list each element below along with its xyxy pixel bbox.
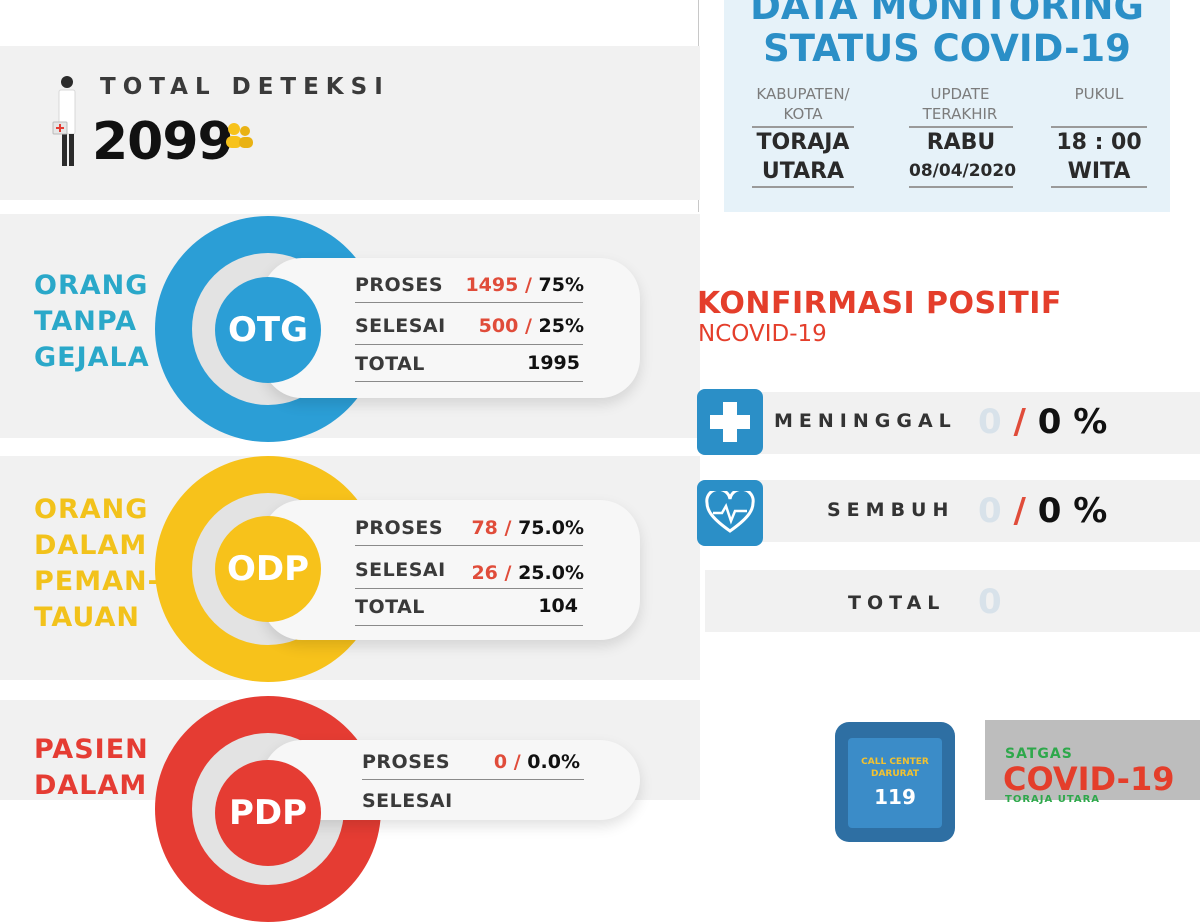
otg-selesai-label: SELESAI: [355, 315, 446, 337]
total-deteksi-label: TOTAL DETEKSI: [100, 74, 390, 100]
total-deteksi-value: 2099: [92, 112, 234, 172]
satgas-panel: [985, 720, 1200, 800]
odp-card: [262, 500, 640, 640]
header-title-line1: DATA MONITORING: [750, 0, 1144, 28]
odp-selesai-label: SELESAI: [355, 559, 446, 581]
total-positif-count: 0: [978, 582, 1002, 622]
pukul-value: 18 : 00 WITA: [1051, 126, 1147, 188]
odp-badge: ODP: [215, 516, 321, 622]
header-panel: [724, 0, 1170, 212]
callcenter-line1: CALL CENTER: [861, 757, 929, 767]
meninggal-label: MENINGGAL: [774, 410, 957, 432]
pdp-selesai-label: SELESAI: [362, 790, 453, 812]
kabupaten-value: TORAJA UTARA: [752, 126, 854, 188]
otg-total-label: TOTAL: [355, 353, 425, 375]
pdp-proses-label: PROSES: [362, 751, 451, 773]
cross-icon: [697, 389, 763, 455]
konfirmasi-subtitle: NCOVID-19: [698, 321, 827, 347]
otg-proses-number: 1495: [465, 274, 519, 296]
update-value: RABU 08/04/2020: [909, 126, 1017, 188]
satgas-label: SATGAS: [1005, 746, 1073, 762]
otg-proses-label: PROSES: [355, 274, 444, 296]
otg-selesai-value: 500 / 25%: [478, 315, 584, 337]
people-icon: [226, 123, 253, 148]
sembuh-count: 0: [978, 491, 1002, 531]
konfirmasi-title: KONFIRMASI POSITIF: [697, 286, 1062, 321]
total-deteksi-band: [0, 46, 700, 200]
update-date: 08/04/2020: [909, 161, 1017, 181]
kabupaten-label: KABUPATEN/ KOTA: [756, 85, 850, 123]
meninggal-count: 0: [978, 402, 1002, 442]
update-day: RABU: [926, 130, 996, 155]
odp-proses-value: 78 / 75.0%: [471, 517, 584, 539]
otg-total-value: 1995: [527, 352, 580, 374]
otg-divider-2: [355, 344, 583, 345]
meninggal-band: [705, 392, 1200, 454]
odp-proses-label: PROSES: [355, 517, 444, 539]
satgas-covid: COVID-19: [1003, 760, 1175, 798]
pdp-title: PASIEN DALAM: [34, 734, 149, 801]
pdp-proses-pct: 0.0%: [527, 751, 580, 773]
odp-divider-2: [355, 588, 583, 589]
meninggal-value: 0 / 0 %: [978, 402, 1108, 442]
odp-divider-1: [355, 545, 583, 546]
meninggal-pct: 0 %: [1037, 402, 1108, 442]
odp-total-value: 104: [538, 595, 578, 617]
callcenter-line2: DARURAT: [870, 769, 919, 779]
otg-divider-3: [355, 381, 583, 382]
pdp-proses-number: 0: [493, 751, 508, 773]
otg-card: [262, 258, 640, 398]
otg-selesai-pct: 25%: [538, 315, 584, 337]
total-positif-value: 0: [978, 582, 1002, 622]
odp-proses-pct: 75.0%: [518, 517, 584, 539]
otg-proses-value: 1495 / 75%: [465, 274, 584, 296]
sembuh-band: [705, 480, 1200, 542]
phone-screen: CALL CENTER DARURAT 119: [848, 738, 942, 828]
odp-total-label: TOTAL: [355, 596, 425, 618]
update-label: UPDATE TERAKHIR: [922, 85, 998, 123]
odp-selesai-pct: 25.0%: [518, 562, 584, 584]
odp-proses-number: 78: [471, 517, 498, 539]
total-positif-band: [705, 570, 1200, 632]
sembuh-label: SEMBUH: [827, 499, 955, 521]
heart-icon: [697, 480, 763, 546]
odp-selesai-number: 26: [471, 562, 498, 584]
otg-divider-1: [355, 302, 583, 303]
callcenter-number: 119: [874, 785, 916, 809]
otg-proses-pct: 75%: [538, 274, 584, 296]
pukul-label: PUKUL: [1074, 85, 1124, 103]
otg-badge: OTG: [215, 277, 321, 383]
pdp-badge: PDP: [215, 760, 321, 866]
pdp-divider-1: [362, 779, 584, 780]
pdp-proses-value: 0 / 0.0%: [493, 751, 580, 773]
odp-selesai-value: 26 / 25.0%: [471, 562, 584, 584]
odp-title: ORANG DALAM PEMAN- TAUAN: [34, 494, 160, 633]
otg-selesai-number: 500: [478, 315, 519, 337]
sembuh-pct: 0 %: [1037, 491, 1108, 531]
odp-divider-3: [355, 625, 583, 626]
total-positif-label: TOTAL: [848, 592, 946, 614]
sembuh-value: 0 / 0 %: [978, 491, 1108, 531]
doctor-icon: [52, 76, 76, 166]
otg-title: ORANG TANPA GEJALA: [34, 270, 150, 373]
header-title-line2: STATUS COVID-19: [763, 27, 1131, 70]
